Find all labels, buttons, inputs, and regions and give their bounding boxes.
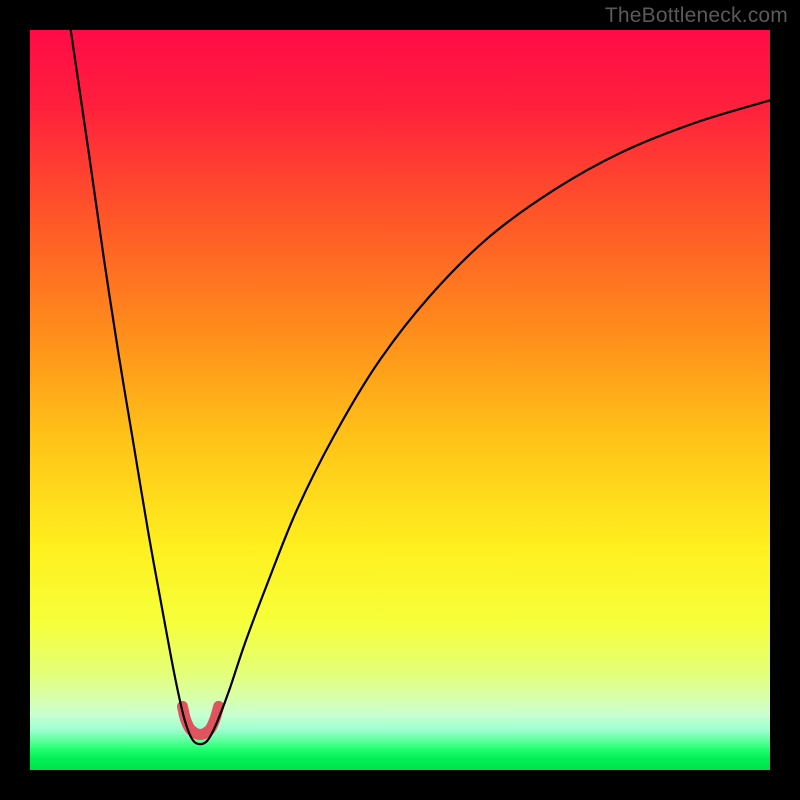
plot-area bbox=[30, 30, 770, 770]
bottleneck-curve bbox=[71, 30, 770, 744]
curve-layer bbox=[30, 30, 770, 770]
watermark-text: TheBottleneck.com bbox=[605, 4, 788, 28]
